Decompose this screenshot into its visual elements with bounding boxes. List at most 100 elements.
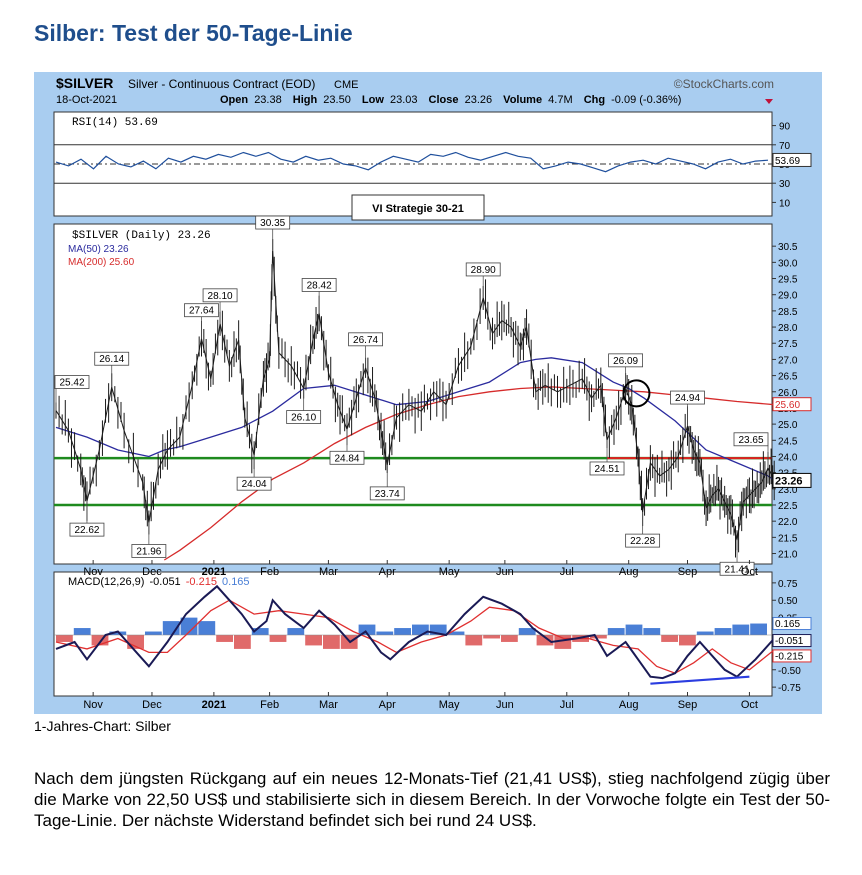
macd-tick-label: 0.75 bbox=[778, 579, 798, 590]
price-tick-label: 27.0 bbox=[778, 355, 798, 366]
rsi-legend: RSI(14) 53.69 bbox=[72, 117, 158, 129]
callout-label: 23.65 bbox=[738, 435, 763, 446]
macd-histogram-bar bbox=[483, 635, 500, 639]
price-tick-label: 27.5 bbox=[778, 339, 798, 350]
x-month-label: Sep bbox=[678, 566, 698, 578]
callout-box bbox=[69, 522, 105, 537]
x-month-label: Feb bbox=[260, 566, 279, 578]
price-line bbox=[55, 250, 775, 541]
body-paragraph: Nach dem jüngsten Rückgang auf ein neues… bbox=[34, 769, 830, 830]
callout-label: 26.74 bbox=[353, 335, 378, 346]
x-month-label: Dec bbox=[142, 566, 162, 578]
callout-box bbox=[348, 332, 383, 347]
callout-box bbox=[184, 303, 219, 318]
callout-box bbox=[236, 476, 272, 491]
price-tick-label: 21.5 bbox=[778, 533, 798, 544]
callout-box bbox=[733, 432, 769, 447]
price-panel bbox=[53, 223, 773, 565]
macd-histogram-bar bbox=[376, 631, 394, 635]
macd-histogram-bar bbox=[429, 624, 447, 635]
macd-legend-value: -0.051 bbox=[149, 576, 180, 588]
macd-legend-signal: -0.215 bbox=[186, 576, 217, 588]
macd-histogram-bar bbox=[305, 635, 322, 646]
chart-date: 18-Oct-2021 bbox=[56, 94, 117, 106]
macd-histogram-bar bbox=[750, 623, 767, 635]
callout-label: 25.42 bbox=[59, 378, 84, 389]
callout-box bbox=[286, 410, 322, 424]
volume-label: Volume bbox=[503, 94, 542, 106]
macd-histogram-bar bbox=[501, 635, 518, 642]
high-label: High bbox=[293, 94, 318, 106]
price-tick-label: 26.5 bbox=[778, 372, 798, 383]
rsi-value-tag bbox=[772, 152, 812, 167]
callout-box bbox=[608, 353, 643, 368]
macd-histogram-bar bbox=[679, 635, 696, 646]
close-value-tag bbox=[772, 472, 812, 488]
rsi-tick-label: 30 bbox=[779, 179, 791, 190]
macd-histogram-bar bbox=[109, 631, 127, 635]
ma-cross-circle bbox=[622, 379, 651, 408]
strategy-annotation: VI Strategie 30-21 bbox=[372, 203, 464, 215]
x-month-label: May bbox=[439, 699, 460, 711]
macd-tick-label: -0.50 bbox=[778, 666, 801, 677]
svg-text:Open 23.38 High: Open 23.38 High 23.50 Low 23.03 Close 23… bbox=[220, 94, 681, 106]
macd-histogram-bar bbox=[56, 635, 73, 642]
x-month-label: Jul bbox=[560, 699, 574, 711]
macd-histogram-bar bbox=[180, 617, 198, 635]
rsi-tick-label: 10 bbox=[779, 198, 791, 209]
price-tick-label: 24.0 bbox=[778, 452, 798, 463]
callout-box bbox=[94, 351, 130, 366]
chart-description: Silver - Continuous Contract (EOD) bbox=[128, 77, 315, 91]
chg-label: Chg bbox=[584, 94, 605, 106]
x-month-label: Nov bbox=[83, 566, 103, 578]
macd-histogram-bar bbox=[234, 635, 251, 649]
macd-histogram-bar bbox=[732, 624, 750, 635]
macd-histogram-bar bbox=[269, 635, 287, 642]
callout-label: 28.10 bbox=[208, 291, 233, 302]
macd-histogram-bar bbox=[714, 628, 732, 635]
close-label: Close bbox=[429, 94, 459, 106]
callout-label: 22.62 bbox=[74, 525, 99, 536]
stockcharts-chart: $SILVER Silver - Continuous Contract (EO… bbox=[34, 72, 822, 714]
callout-label: 26.09 bbox=[613, 356, 638, 367]
svg-text:MACD(12,26,9) -0.051: MACD(12,26,9) -0.051 -0.215 0.165 bbox=[68, 576, 250, 588]
macd-value-label: -0.051 bbox=[775, 636, 804, 647]
callout-label: 22.28 bbox=[630, 536, 655, 547]
price-tick-label: 26.0 bbox=[778, 388, 798, 399]
price-tick-label: 29.0 bbox=[778, 291, 798, 302]
rsi-value-label: 53.69 bbox=[775, 156, 800, 167]
macd-histogram-bar bbox=[661, 635, 678, 642]
chart-canvas: $SILVER Silver - Continuous Contract (EO… bbox=[53, 75, 812, 711]
macd-legend-hist: 0.165 bbox=[222, 576, 250, 588]
ma200-value-tag bbox=[772, 397, 812, 412]
macd-histogram-bar bbox=[287, 628, 305, 635]
callout-box bbox=[465, 262, 501, 277]
macd-histogram-bar bbox=[145, 631, 162, 635]
macd-histogram-bar bbox=[198, 621, 216, 635]
rsi-line bbox=[55, 151, 769, 173]
macd-histogram-bar bbox=[447, 631, 465, 635]
macd-histogram-bar bbox=[590, 635, 607, 639]
price-tick-label: 29.5 bbox=[778, 275, 798, 286]
macd-histogram-bar bbox=[518, 628, 536, 635]
price-tick-label: 22.0 bbox=[778, 517, 798, 528]
close-value-label: 23.26 bbox=[775, 475, 803, 487]
volume-value: 4.7M bbox=[548, 94, 572, 106]
macd-histogram-bar bbox=[465, 635, 483, 646]
callout-label: 27.64 bbox=[189, 306, 214, 317]
callout-box bbox=[301, 278, 337, 292]
x-month-label: Dec bbox=[142, 699, 162, 711]
low-label: Low bbox=[362, 94, 384, 106]
macd-histogram-bar bbox=[73, 628, 91, 635]
x-month-label: Apr bbox=[379, 699, 396, 711]
price-tick-label: 28.0 bbox=[778, 323, 798, 334]
divergence-line bbox=[650, 675, 750, 685]
macd-histogram-bar bbox=[358, 624, 376, 635]
x-month-label: Feb bbox=[260, 699, 279, 711]
page-title: Silber: Test der 50-Tage-Linie bbox=[34, 20, 353, 46]
close-value: 23.26 bbox=[465, 94, 493, 106]
x-month-label: Jul bbox=[560, 566, 574, 578]
open-label: Open bbox=[220, 94, 248, 106]
macd-tick-label: 0.50 bbox=[778, 596, 798, 607]
x-month-label: Oct bbox=[741, 566, 758, 578]
